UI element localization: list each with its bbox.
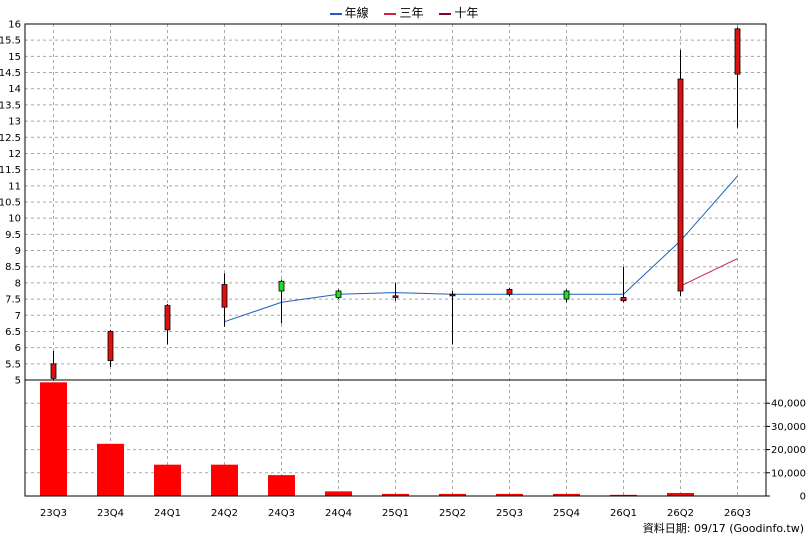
legend-swatch-year-line [329,12,342,15]
plot-frame [24,23,767,497]
volume-bar [211,464,238,496]
candle-body [677,78,684,292]
volume-bars [40,382,751,497]
legend-item-year-line: 年線 [329,4,369,21]
candle-body [164,305,171,331]
candle-body [620,297,627,302]
volume-tick-label: 20,000 [771,445,806,456]
volume-bar [496,493,523,496]
category-label: 26Q2 [667,508,694,519]
category-label: 23Q3 [40,508,67,519]
price-tick-label: 7 [15,311,21,322]
price-tick-label: 9 [15,246,21,257]
three-year-line [680,258,738,287]
category-label: 24Q4 [325,508,352,519]
price-tick-label: 13 [8,117,21,128]
volume-bar [553,493,580,496]
price-tick-label: 10.5 [0,198,21,209]
price-tick-label: 15 [8,52,21,63]
category-label: 25Q2 [439,508,466,519]
price-tick-label: 11 [8,181,21,192]
legend-label-year-line: 年線 [344,6,369,20]
category-label: 25Q3 [496,508,523,519]
volume-bar [40,382,67,496]
candle-body [221,284,228,308]
category-label: 26Q1 [610,508,637,519]
legend-swatch-ten-year [439,12,452,15]
category-label: 25Q1 [382,508,409,519]
price-tick-label: 6.5 [5,327,21,338]
category-label: 26Q3 [724,508,751,519]
price-tick-label: 8 [15,278,21,289]
volume-bar [97,443,124,496]
volume-bar [667,492,694,496]
price-tick-label: 5 [15,376,21,387]
plot-border [24,23,767,497]
volume-bar [382,493,409,496]
category-label: 24Q1 [154,508,181,519]
legend-item-three-year: 三年 [384,4,424,21]
category-label: 24Q2 [211,508,238,519]
grid [25,23,766,496]
candlesticks [50,27,741,380]
volume-bar [154,464,181,496]
axis-ticks: 5 5.5 6 6.5 7 7.5 8 8.5 9 9.5 10 10.5 11 11.5 12 12.5 13… [0,20,806,520]
price-tick-label: 13.5 [0,100,21,111]
legend-label-three-year: 三年 [399,6,424,20]
price-tick-label: 14.5 [0,68,21,79]
volume-bar [439,493,466,496]
volume-tick-label: 30,000 [771,422,806,433]
legend-item-ten-year: 十年 [439,4,478,21]
year-line [224,175,738,323]
price-tick-label: 10 [8,214,21,225]
category-label: 24Q3 [268,508,295,519]
data-date-footer: 資料日期: 09/17 (Goodinfo.tw) [642,522,804,535]
legend: 年線 三年 十年 [0,4,808,21]
price-tick-label: 5.5 [5,359,21,370]
volume-bar [325,491,352,496]
candle-body [449,293,456,297]
candle-body [278,280,285,292]
candle-body [107,331,114,361]
price-tick-label: 8.5 [5,262,21,273]
candle-body [335,290,342,298]
price-tick-label: 9.5 [5,230,21,241]
candle-body [392,295,399,298]
moving-average-lines [224,175,738,323]
candle-body [734,28,741,75]
legend-label-ten-year: 十年 [454,6,479,20]
price-tick-label: 11.5 [0,165,21,176]
price-tick-label: 12.5 [0,133,21,144]
price-tick-label: 15.5 [0,36,21,47]
price-tick-label: 14 [8,84,21,95]
price-tick-label: 7.5 [5,295,21,306]
candle-body [506,288,513,295]
price-tick-label: 6 [15,343,21,354]
candle-body [563,290,570,300]
volume-bar [268,475,295,496]
candle-body [50,363,57,379]
price-tick-label: 12 [8,149,21,160]
volume-tick-label: 40,000 [771,399,806,410]
volume-bar [610,494,637,496]
category-label: 23Q4 [97,508,124,519]
category-label: 25Q4 [553,508,580,519]
price-tick-label: 16 [8,20,21,31]
volume-tick-label: 10,000 [771,468,806,479]
legend-swatch-three-year [384,12,397,15]
volume-tick-label: 0 [800,492,806,503]
